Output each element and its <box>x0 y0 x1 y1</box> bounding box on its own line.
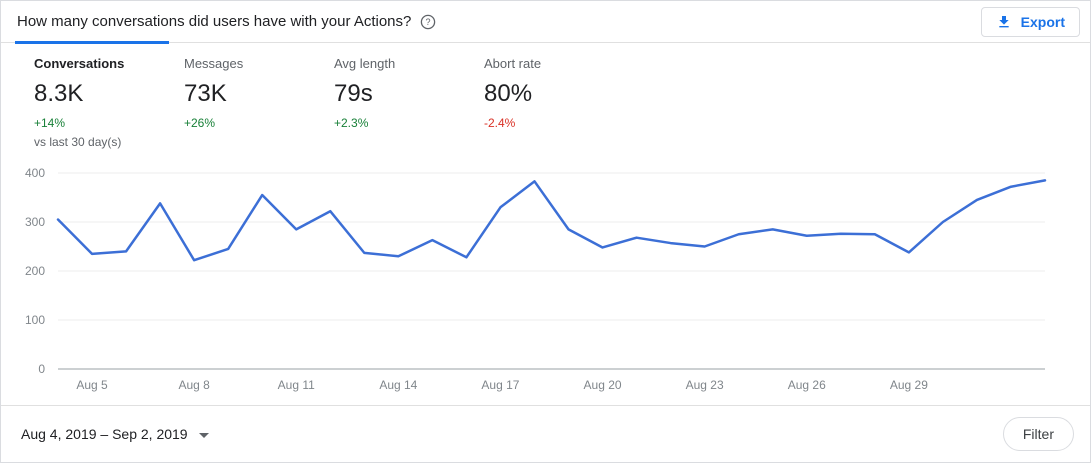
date-range-label: Aug 4, 2019 – Sep 2, 2019 <box>21 426 188 442</box>
chevron-down-icon <box>198 432 209 438</box>
page-title: How many conversations did users have wi… <box>17 13 412 30</box>
svg-text:200: 200 <box>25 264 45 278</box>
metric-value: 80% <box>484 80 533 107</box>
svg-text:Aug 20: Aug 20 <box>584 378 622 392</box>
metric-value: 8.3K <box>34 80 84 107</box>
date-range-selector[interactable]: Aug 4, 2019 – Sep 2, 2019 <box>19 418 211 450</box>
metric-label: Conversations <box>34 56 125 71</box>
metric-tabs: Conversations 8.3K +14% vs last 30 day(s… <box>1 43 1090 151</box>
svg-text:Aug 29: Aug 29 <box>890 378 928 392</box>
comparison-note: vs last 30 day(s) <box>34 135 122 149</box>
tab-messages[interactable]: Messages 73K +26% <box>167 56 317 151</box>
svg-text:Aug 14: Aug 14 <box>379 378 417 392</box>
metric-value: 73K <box>184 80 227 107</box>
tab-conversations[interactable]: Conversations 8.3K +14% vs last 30 day(s… <box>17 56 167 151</box>
svg-text:?: ? <box>426 17 431 27</box>
metric-delta: +14% <box>34 116 66 130</box>
export-button-label: Export <box>1020 13 1065 30</box>
metric-delta: +26% <box>184 116 216 130</box>
svg-text:100: 100 <box>25 313 45 327</box>
footer: Aug 4, 2019 – Sep 2, 2019 Filter <box>1 405 1090 462</box>
active-tab-indicator <box>15 41 169 44</box>
svg-text:Aug 5: Aug 5 <box>76 378 108 392</box>
tab-avg-length[interactable]: Avg length 79s +2.3% <box>317 56 467 151</box>
export-button[interactable]: Export <box>980 6 1080 37</box>
header: How many conversations did users have wi… <box>1 1 1090 43</box>
svg-text:0: 0 <box>38 362 45 376</box>
metric-delta: -2.4% <box>484 116 516 130</box>
svg-text:Aug 17: Aug 17 <box>481 378 519 392</box>
metric-label: Avg length <box>334 56 396 71</box>
svg-text:Aug 23: Aug 23 <box>686 378 724 392</box>
filter-button[interactable]: Filter <box>1002 417 1074 451</box>
metric-value: 79s <box>334 80 373 107</box>
svg-text:Aug 11: Aug 11 <box>278 378 315 392</box>
conversations-line-chart: 0 100 200 300 400 Aug 5 Aug 8 Aug 11 Aug 14 Aug 1… <box>25 166 1047 392</box>
svg-text:300: 300 <box>25 215 45 229</box>
metric-label: Abort rate <box>484 56 542 71</box>
main-content: Conversations 8.3K +14% vs last 30 day(s… <box>1 41 1090 405</box>
svg-text:Aug 8: Aug 8 <box>178 378 210 392</box>
help-icon[interactable]: ? <box>420 14 436 30</box>
svg-text:Aug 26: Aug 26 <box>788 378 826 392</box>
metric-label: Messages <box>184 56 244 71</box>
download-icon <box>998 15 1009 27</box>
metric-delta: +2.3% <box>334 116 369 130</box>
tab-abort-rate[interactable]: Abort rate 80% -2.4% <box>467 56 617 151</box>
svg-text:400: 400 <box>25 166 45 180</box>
